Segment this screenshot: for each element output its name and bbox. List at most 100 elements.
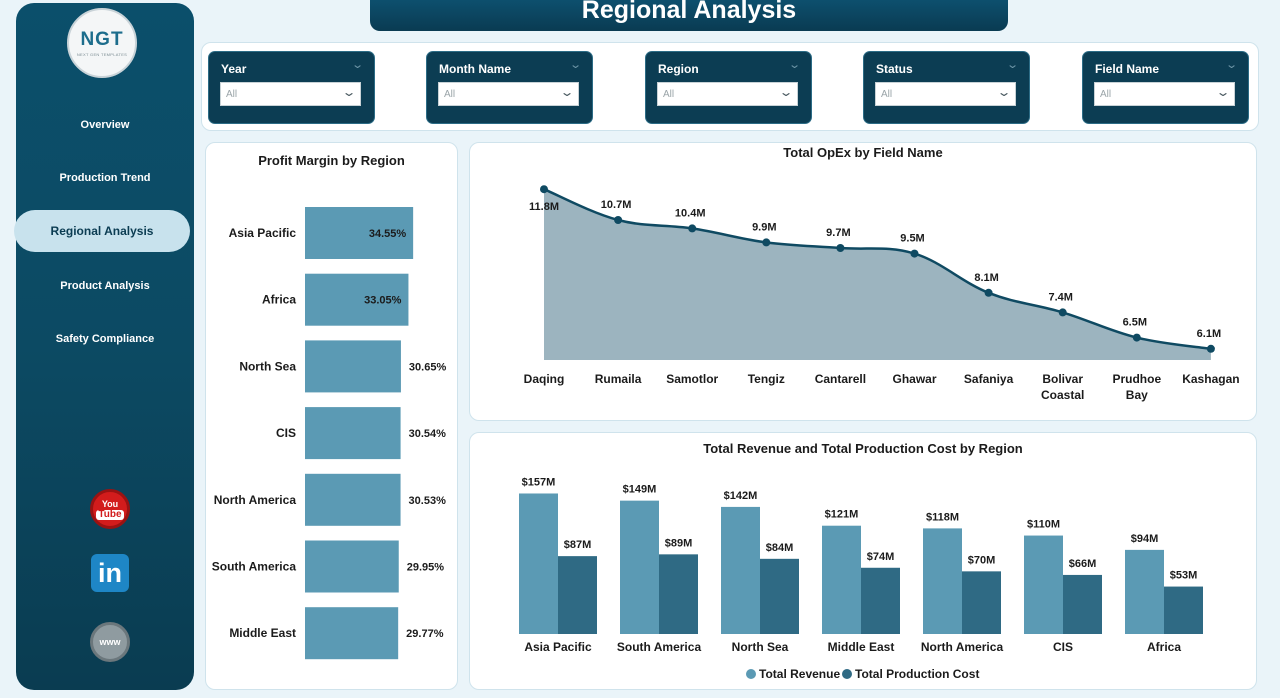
youtube-link[interactable]: You Tube (89, 488, 131, 530)
bar (1063, 574, 1102, 634)
data-label: 33.05% (364, 295, 402, 307)
data-label: 29.77% (406, 628, 444, 640)
field-name-dropdown[interactable]: All ⌄ (1094, 82, 1235, 106)
nav-item-production-trend[interactable]: Production Trend (59, 172, 151, 184)
logo-text: NGT (80, 28, 124, 50)
bar (305, 607, 399, 660)
website-link[interactable]: www (89, 621, 131, 663)
bar (822, 525, 861, 634)
bar (962, 571, 1001, 634)
data-point (540, 185, 548, 194)
area-fill (544, 189, 1211, 360)
profit-margin-chart: Asia Pacific 34.55% Africa 33.05% North Sea 3… (212, 207, 447, 660)
chevron-down-icon: ⌄ (559, 85, 575, 99)
slicer-label: Region (658, 62, 699, 76)
x-tick-label: Daqing (524, 372, 565, 386)
data-label: 10.4M (675, 207, 706, 219)
data-point (836, 244, 845, 252)
dropdown-value: All (1100, 89, 1112, 100)
company-logo[interactable]: NGT NEXT GEN TEMPLATES (67, 8, 137, 78)
globe-icon: www (90, 622, 130, 662)
x-tick-label: Safaniya (964, 372, 1014, 386)
bar (721, 506, 760, 634)
x-tick-label: Middle East (828, 640, 895, 654)
nav-item-regional-analysis[interactable]: Regional Analysis (14, 210, 190, 252)
dropdown-value: All (226, 89, 238, 100)
dropdown-value: All (881, 89, 893, 100)
linkedin-link[interactable]: in (89, 552, 131, 594)
y-tick-label: Middle East (229, 626, 296, 640)
x-tick-label: Bolivar (1042, 372, 1083, 386)
chevron-down-icon[interactable]: ⌄ (787, 59, 801, 71)
data-label: 9.5M (900, 233, 924, 245)
legend-label: Total Revenue (759, 667, 840, 681)
youtube-icon: You Tube (90, 489, 130, 529)
data-label: $89M (665, 537, 693, 549)
data-label: $142M (724, 490, 758, 502)
status-dropdown[interactable]: All ⌄ (875, 82, 1016, 106)
data-label: 8.1M (974, 272, 998, 284)
sidebar: NGT NEXT GEN TEMPLATES Overview Producti… (14, 3, 194, 690)
bar (305, 473, 401, 526)
nav-item-safety-compliance[interactable]: Safety Compliance (55, 333, 155, 345)
x-tick-label: Africa (1147, 640, 1181, 654)
x-tick-label: Asia Pacific (524, 640, 592, 654)
bar (659, 554, 698, 634)
data-point (1206, 344, 1215, 353)
bar (760, 558, 799, 634)
x-tick-label: Prudhoe (1112, 372, 1161, 386)
nav-item-overview[interactable]: Overview (80, 119, 130, 131)
bar (305, 407, 401, 460)
chevron-down-icon[interactable]: ⌄ (568, 59, 582, 71)
x-tick-label: Cantarell (815, 372, 866, 386)
chevron-down-icon[interactable]: ⌄ (1224, 59, 1238, 71)
dropdown-value: All (444, 89, 456, 100)
x-tick-label: Kashagan (1182, 372, 1239, 386)
y-tick-label: Africa (262, 293, 296, 307)
bar (923, 528, 962, 634)
chevron-down-icon: ⌄ (778, 85, 794, 99)
slicer-label: Status (876, 62, 913, 76)
chevron-down-icon[interactable]: ⌄ (350, 59, 364, 71)
chart-title: Total Revenue and Total Production Cost … (703, 441, 1023, 456)
data-label: $66M (1069, 558, 1097, 570)
youtube-icon-text-bottom: Tube (96, 508, 124, 520)
region-dropdown[interactable]: All ⌄ (657, 82, 798, 106)
nav-item-product-analysis[interactable]: Product Analysis (60, 280, 150, 292)
data-point (1058, 308, 1067, 317)
page-title: Regional Analysis (370, 0, 1008, 31)
dropdown-value: All (663, 89, 675, 100)
data-label: $84M (766, 542, 794, 554)
bar (305, 340, 401, 393)
data-label: 11.8M (529, 201, 559, 213)
year-dropdown[interactable]: All ⌄ (220, 82, 361, 106)
y-tick-label: North Sea (239, 359, 296, 373)
x-tick-label: North Sea (732, 640, 789, 654)
legend-marker (746, 669, 756, 679)
y-tick-label: North America (214, 493, 297, 507)
x-tick-label: Coastal (1041, 388, 1084, 402)
bar (558, 556, 597, 634)
bar (1024, 535, 1063, 634)
chevron-down-icon[interactable]: ⌄ (1005, 59, 1019, 71)
slicer-label: Field Name (1095, 62, 1160, 76)
data-label: $87M (564, 539, 592, 551)
data-label: 10.7M (601, 199, 632, 211)
data-label: 6.1M (1197, 328, 1221, 340)
month-name-dropdown[interactable]: All ⌄ (438, 82, 579, 106)
data-point (688, 224, 697, 233)
logo-subtext: NEXT GEN TEMPLATES (76, 51, 128, 57)
opex-chart: 11.8M 10.7M 10.4M 9.9M 9.7M 9.5M 8.1M 7.4M 6.5M 6… (524, 185, 1240, 402)
data-label: 30.53% (409, 495, 447, 507)
data-label: $149M (623, 484, 657, 496)
data-point (762, 238, 771, 247)
data-label: 7.4M (1048, 291, 1072, 303)
data-label: $118M (926, 511, 959, 523)
x-tick-label: Ghawar (892, 372, 936, 386)
x-tick-label: Tengiz (748, 372, 785, 386)
bar (305, 273, 409, 326)
bar (620, 500, 659, 634)
data-point (910, 249, 919, 258)
chart-title: Total OpEx by Field Name (783, 145, 943, 160)
year-slicer: Year ⌄ All ⌄ (208, 51, 375, 124)
